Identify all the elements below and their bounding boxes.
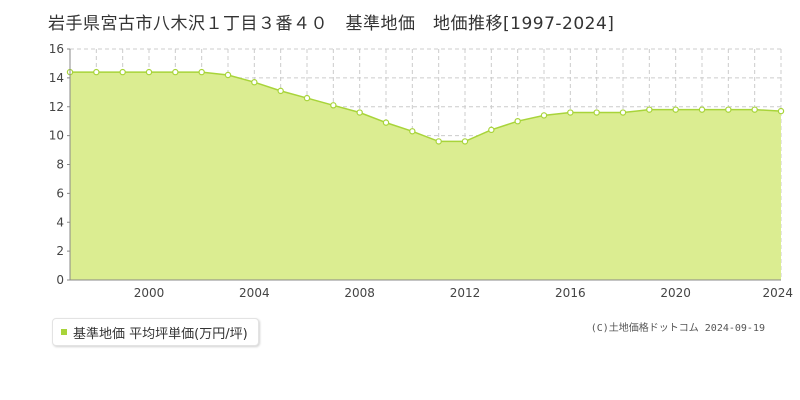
data-point xyxy=(751,106,758,113)
copyright-text: (C)土地価格ドットコム 2024-09-19 xyxy=(590,323,765,334)
x-tick-label: 2012 xyxy=(450,286,481,300)
x-tick-label: 2024 xyxy=(762,286,793,300)
data-point xyxy=(356,109,363,116)
x-tick-label: 2000 xyxy=(134,286,165,300)
data-point xyxy=(488,126,495,134)
data-point xyxy=(93,68,100,76)
data-point xyxy=(540,112,548,119)
data-point xyxy=(514,117,521,125)
data-point xyxy=(461,138,469,145)
y-tick-label: 4 xyxy=(56,215,64,229)
data-point xyxy=(277,87,284,95)
data-point xyxy=(251,79,258,86)
legend-swatch xyxy=(61,329,67,335)
x-tick-label: 2004 xyxy=(239,286,270,300)
legend: 基準地価 平均坪単価(万円/坪) xyxy=(52,318,259,346)
y-tick-label: 12 xyxy=(49,100,64,114)
data-point xyxy=(330,102,337,109)
y-tick-label: 0 xyxy=(56,273,64,287)
x-tick-label: 2020 xyxy=(660,286,691,300)
chart-title: 岩手県宮古市八木沢１丁目３番４０ 基準地価 地価推移[1997-2024] xyxy=(48,14,615,34)
y-tick-label: 16 xyxy=(49,42,64,56)
data-point xyxy=(145,68,153,76)
y-tick-label: 2 xyxy=(56,244,64,258)
data-point xyxy=(672,106,679,113)
series-area xyxy=(70,72,781,280)
data-point xyxy=(119,68,126,76)
y-tick-label: 10 xyxy=(49,129,64,143)
legend-label: 基準地価 平均坪単価(万円/坪) xyxy=(73,326,248,342)
x-tick-label: 2016 xyxy=(555,286,586,300)
data-point xyxy=(646,106,653,113)
data-point xyxy=(303,94,311,102)
data-point xyxy=(435,138,442,145)
data-point xyxy=(224,71,232,79)
data-point xyxy=(725,106,732,113)
data-point xyxy=(567,109,574,116)
data-point xyxy=(172,68,179,76)
data-point xyxy=(698,106,706,113)
data-point xyxy=(382,119,390,126)
series-line xyxy=(70,71,782,143)
y-tick-label: 14 xyxy=(49,71,64,85)
data-point xyxy=(619,109,627,116)
data-point xyxy=(409,128,416,135)
y-tick-label: 8 xyxy=(56,158,64,172)
data-point xyxy=(198,68,205,76)
x-tick-label: 2008 xyxy=(344,286,375,300)
data-point xyxy=(593,109,600,116)
data-point xyxy=(777,107,785,115)
y-tick-label: 6 xyxy=(56,186,64,200)
